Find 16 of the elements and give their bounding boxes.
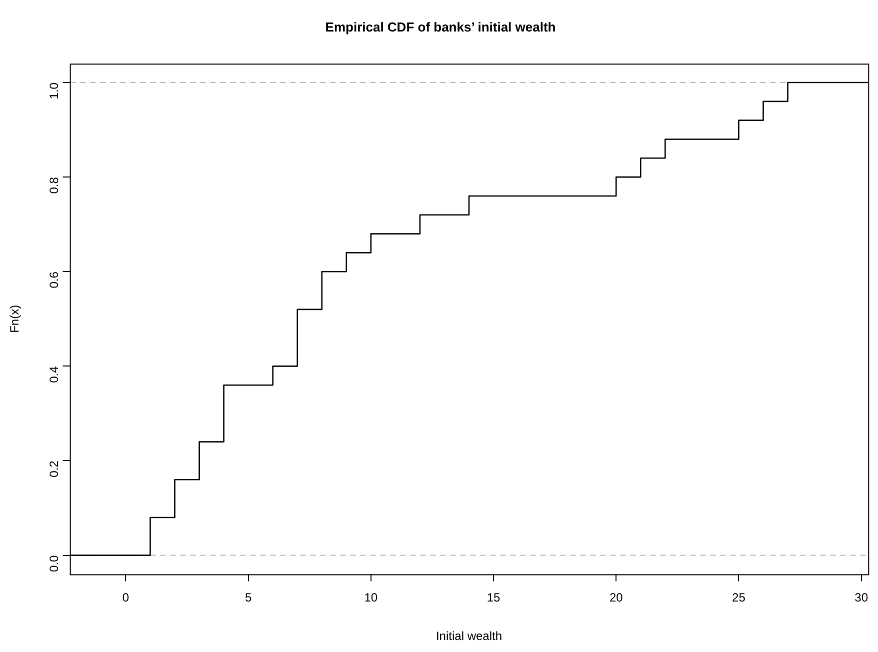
- chart-title: Empirical CDF of banks’ initial wealth: [325, 19, 556, 34]
- x-tick-label: 20: [609, 590, 624, 605]
- y-tick-label: 0.4: [47, 366, 62, 383]
- y-tick-label: 0.0: [47, 554, 62, 572]
- y-axis-title: Fn(x): [8, 304, 22, 333]
- x-tick-label: 25: [732, 590, 746, 605]
- y-tick-label: 1.0: [47, 82, 62, 100]
- x-tick-label: 10: [364, 590, 378, 605]
- y-tick-label: 0.6: [47, 271, 62, 288]
- x-tick-label: 15: [486, 590, 501, 605]
- x-tick-label: 5: [244, 590, 252, 605]
- x-tick-label: 0: [122, 590, 130, 605]
- y-tick-label: 0.8: [47, 176, 62, 194]
- x-axis-title: Initial wealth: [436, 629, 502, 644]
- y-tick-label: 0.2: [47, 460, 62, 478]
- x-tick-label: 30: [854, 590, 868, 605]
